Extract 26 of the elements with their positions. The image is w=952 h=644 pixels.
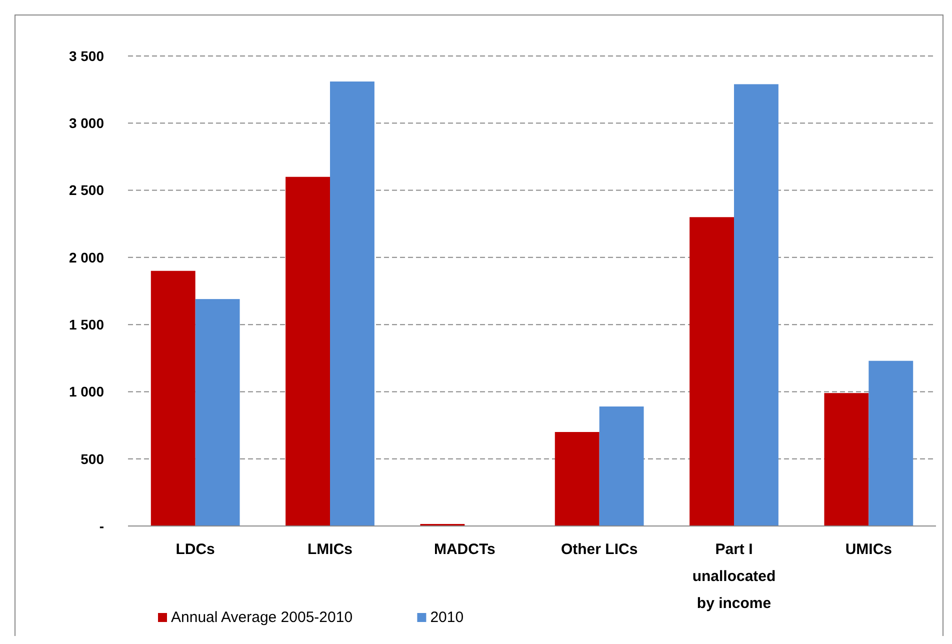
y-tick-label: 2 000	[68, 249, 104, 266]
bar	[599, 406, 644, 526]
y-tick-label: 3 000	[68, 115, 104, 132]
y-tick-label: 1 000	[68, 384, 104, 400]
x-tick-label: LDCs	[176, 541, 215, 558]
bar	[868, 360, 914, 526]
bar	[286, 176, 330, 526]
y-tick-label: 3 500	[68, 48, 104, 64]
y-tick-label: 500	[80, 450, 104, 467]
legend-label: Annual Average 2005-2010	[171, 609, 353, 626]
y-tick-label: -	[99, 518, 104, 534]
x-tick-label: LMICs	[308, 541, 352, 558]
bar	[824, 393, 869, 526]
x-tick-label: MADCTs	[434, 541, 496, 558]
bar	[734, 84, 778, 526]
y-tick-label: 2 500	[68, 182, 104, 198]
x-tick-label: Other LICs	[560, 541, 638, 558]
x-tick-label: Part I unallocated by income	[692, 541, 776, 612]
legend-label: 2010	[430, 609, 464, 626]
bar	[690, 217, 734, 526]
x-tick-label: UMICs	[845, 541, 892, 558]
y-tick-label: 1 500	[68, 316, 104, 332]
bar	[150, 270, 196, 526]
bar	[554, 432, 600, 526]
bar	[195, 299, 240, 526]
bar	[330, 82, 374, 526]
